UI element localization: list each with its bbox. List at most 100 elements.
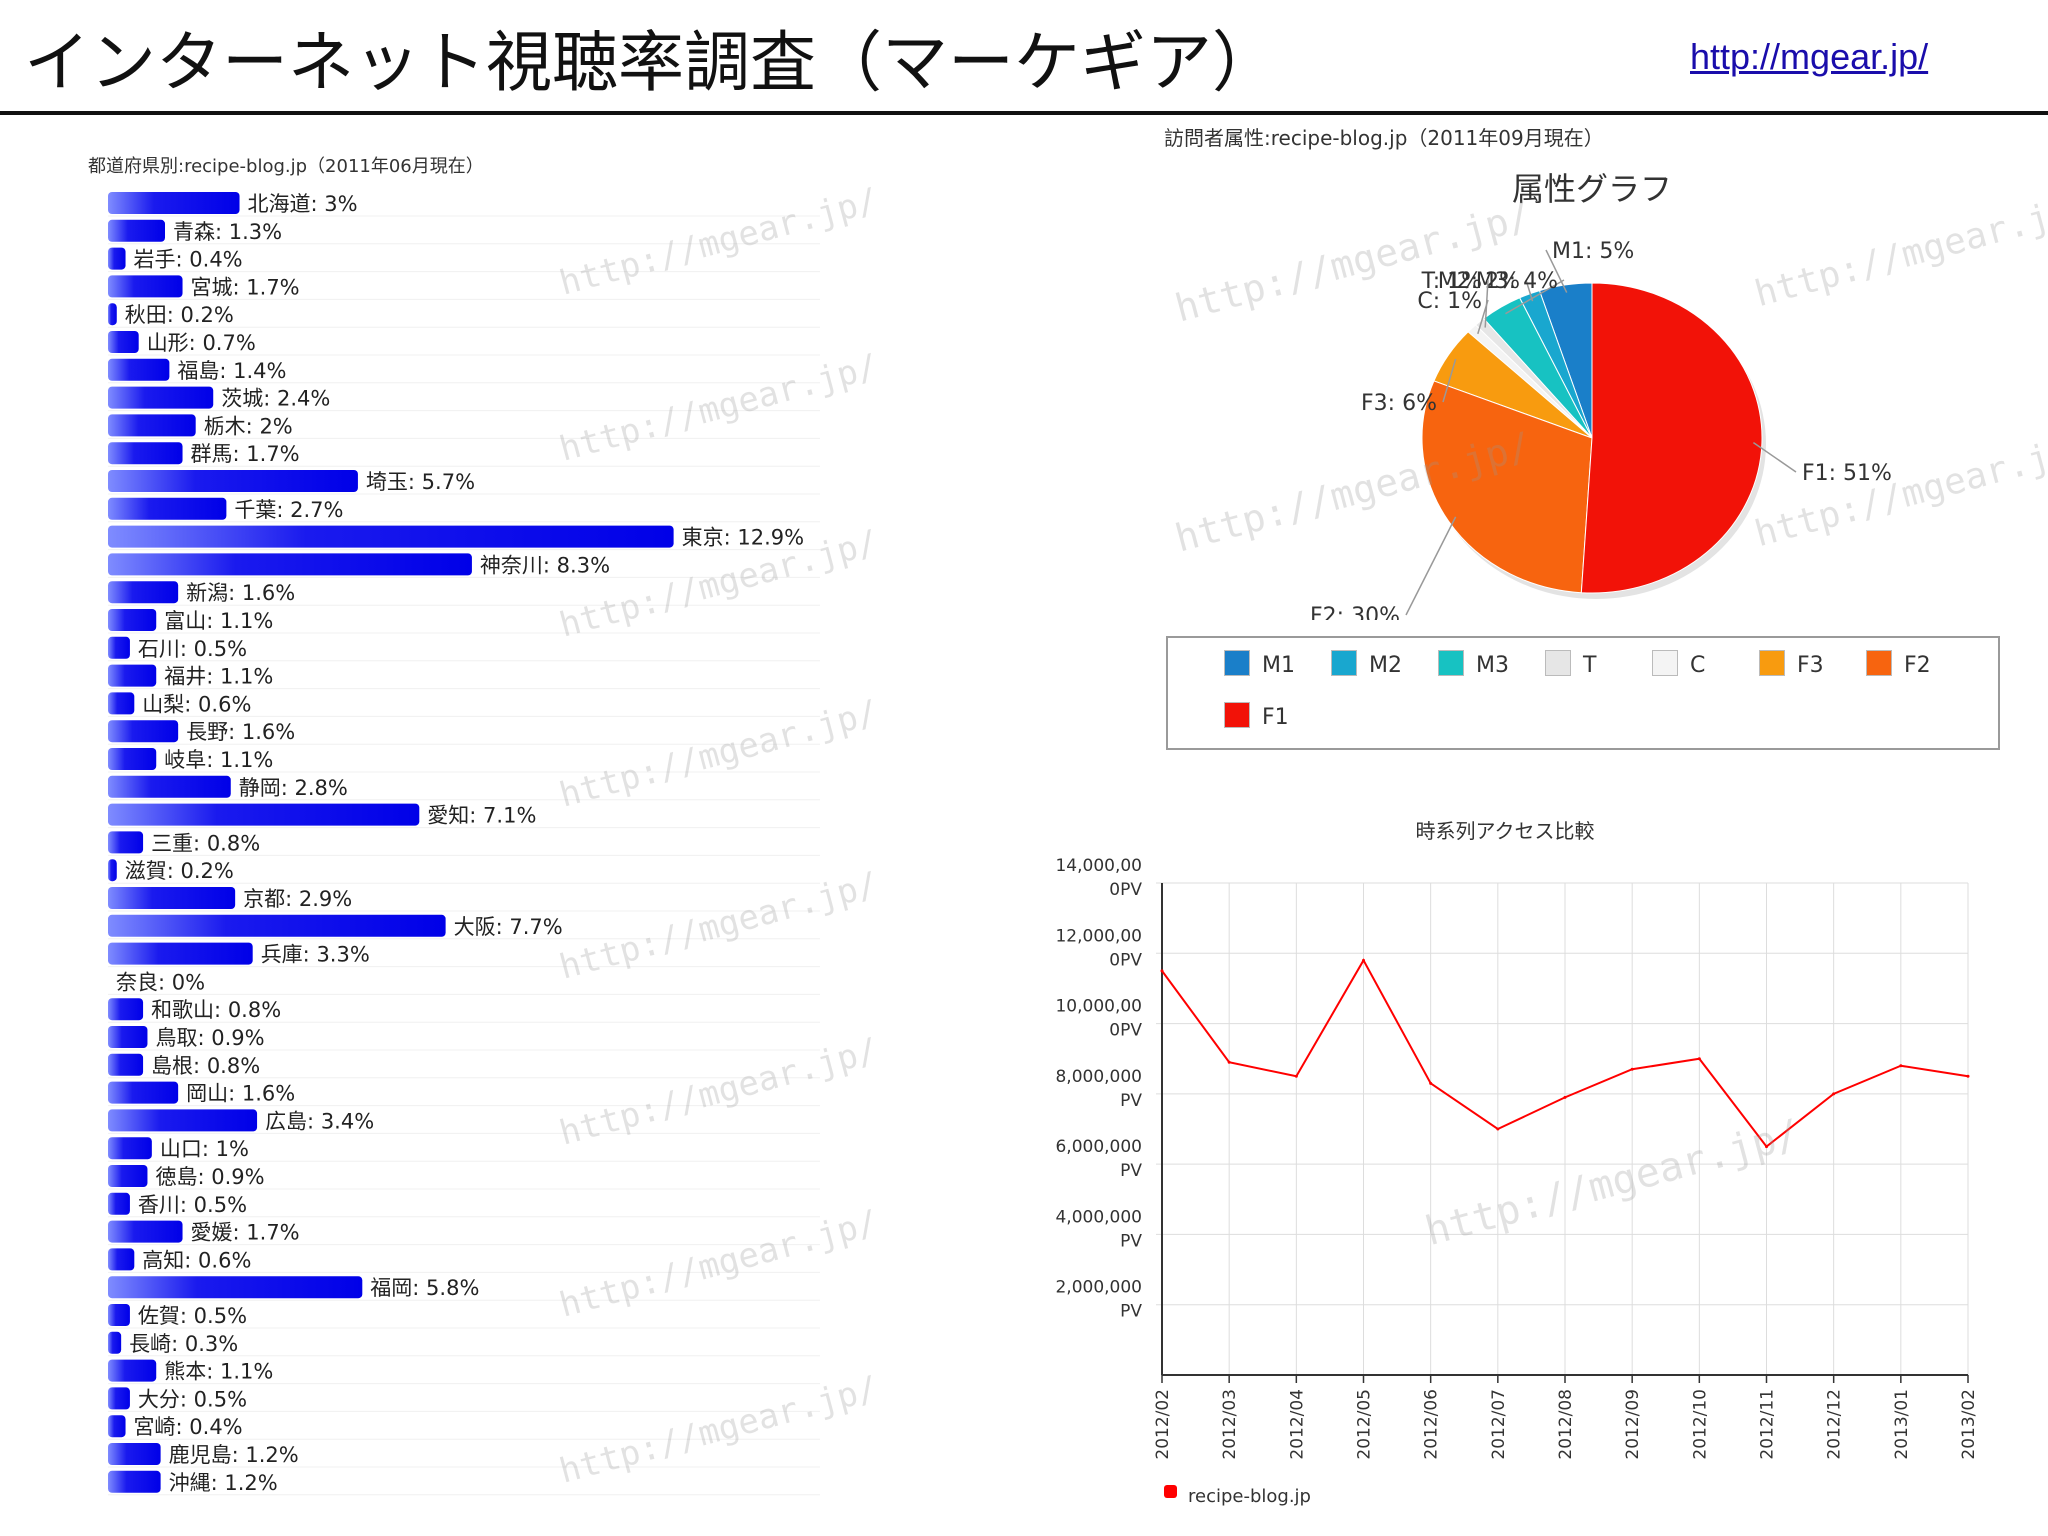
pie-leader-line [1505, 279, 1565, 315]
pref-bar [108, 914, 446, 937]
pref-bar [108, 1443, 161, 1465]
pref-bar [108, 1109, 258, 1132]
x-tick-label: 2013/01 [1892, 1389, 1912, 1460]
pref-bar [108, 720, 179, 743]
pie-legend: M1 M2 M3 T C F3 F2 F1 [1166, 636, 2000, 750]
pref-bar [108, 1081, 179, 1104]
x-tick-label: 2012/02 [1153, 1389, 1173, 1460]
pie-slice [1580, 282, 1763, 594]
pref-bar-label: 東京: 12.9% [682, 526, 804, 550]
series-point [1966, 1074, 1970, 1078]
prefecture-bar-chart: 北海道: 3% 青森: 1.3% 岩手: 0.4% 宮城: 1.7% 秋田: 0.2% 山… [108, 192, 820, 1496]
pref-bar [108, 1137, 152, 1160]
pie-slice-label: F1: 51% [1802, 461, 1892, 486]
pie-leader-line [1442, 358, 1457, 403]
pie-slice-label: F2: 30% [1310, 604, 1400, 620]
legend-swatch [1224, 650, 1250, 676]
pref-bar [108, 887, 236, 909]
pref-bar [108, 1470, 161, 1493]
pref-bar-label: 福岡: 5.8% [370, 1276, 479, 1300]
prefecture-chart-title: 都道府県別:recipe-blog.jp（2011年06月現在） [88, 156, 484, 177]
pref-bar-label: 静岡: 2.8% [239, 776, 348, 800]
pref-bar-label: 山形: 0.7% [147, 331, 256, 355]
legend-swatch [1224, 702, 1250, 728]
pref-bar-label: 兵庫: 3.3% [261, 943, 370, 967]
pref-bar [108, 581, 179, 604]
pref-bar [108, 219, 165, 242]
legend-label: T [1583, 653, 1597, 678]
legend-label: M3 [1476, 653, 1509, 678]
y-tick-label-unit: PV [1120, 1091, 1142, 1111]
pref-bar-label: 鹿児島: 1.2% [169, 1443, 299, 1467]
line-chart-title: 時系列アクセス比較 [1416, 819, 1595, 843]
pref-bar-label: 佐賀: 0.5% [138, 1304, 247, 1328]
pref-bar [108, 497, 227, 520]
series-point [1429, 1081, 1433, 1085]
pref-bar [108, 748, 157, 770]
pref-bar [108, 942, 253, 965]
x-tick-label: 2012/08 [1556, 1389, 1576, 1460]
pie-slice [1421, 380, 1593, 594]
pref-bar [108, 303, 117, 326]
y-tick-label: 10,000,00 [1055, 997, 1142, 1017]
pref-bar [108, 470, 358, 492]
y-tick-label-unit: 0PV [1109, 1021, 1142, 1041]
line-legend-label: recipe-blog.jp [1188, 1486, 1311, 1507]
pref-bar [108, 1415, 126, 1438]
pref-bar [108, 331, 139, 353]
slide-title: インターネット視聴率調査（マーケギア） [24, 24, 1278, 101]
x-tick-label: 2012/06 [1422, 1389, 1442, 1460]
pref-bar-label: 沖縄: 1.2% [169, 1471, 278, 1495]
pref-bar-label: 北海道: 3% [248, 192, 358, 216]
pref-bar-label: 福島: 1.4% [177, 359, 286, 383]
pref-bar [108, 998, 144, 1021]
pref-bar-label: 大分: 0.5% [138, 1387, 247, 1411]
timeseries-line-chart: 時系列アクセス比較 2,000,000 PV 4,000,000 PV 6,000,000… [1055, 819, 1979, 1507]
pie-leader-line [1752, 442, 1797, 473]
pref-bar-label: 島根: 0.8% [151, 1054, 260, 1078]
y-tick-label: 8,000,000 [1055, 1067, 1142, 1087]
series-point [1563, 1095, 1567, 1099]
pref-bar-label: 富山: 1.1% [164, 609, 273, 633]
pref-bar-label: 大阪: 7.7% [454, 915, 563, 939]
pie-slice-label: M1: 5% [1552, 239, 1634, 264]
x-tick-label: 2013/02 [1959, 1389, 1979, 1460]
pref-bar [108, 664, 157, 687]
series-point [1765, 1145, 1768, 1149]
legend-label: F1 [1262, 705, 1289, 730]
legend-item: M1 [1224, 650, 1295, 678]
x-tick-label: 2012/12 [1825, 1389, 1845, 1460]
series-point [1697, 1057, 1701, 1061]
pref-bar-label: 新潟: 1.6% [186, 581, 295, 605]
pie-slice-label: T: 1% [1421, 269, 1482, 294]
pref-bar [108, 1026, 148, 1048]
mgear-link[interactable]: http://mgear.jp/ [1690, 36, 1929, 77]
pref-bar-label: 山梨: 0.6% [142, 692, 251, 716]
pref-bar [108, 553, 472, 576]
pie-slice-label: F3: 6% [1361, 391, 1437, 416]
series-point [1294, 1074, 1298, 1078]
pref-bar-label: 埼玉: 5.7% [366, 470, 475, 494]
series-point [1227, 1060, 1231, 1064]
pref-bar-label: 岩手: 0.4% [134, 248, 243, 272]
pref-bar-label: 奈良: 0% [116, 970, 205, 994]
y-tick-label-unit: 0PV [1109, 950, 1142, 970]
pref-bar [108, 1192, 130, 1215]
pref-bar [108, 831, 144, 854]
pref-bar-label: 徳島: 0.9% [155, 1165, 264, 1189]
x-tick-label: 2012/07 [1489, 1389, 1509, 1460]
pref-bar-label: 広島: 3.4% [265, 1109, 374, 1133]
pref-bar-label: 山口: 1% [160, 1137, 249, 1161]
pref-bar [108, 358, 170, 381]
x-tick-label: 2012/03 [1220, 1389, 1240, 1460]
pref-bar-label: 秋田: 0.2% [125, 303, 234, 327]
line-legend-swatch [1164, 1485, 1177, 1498]
pref-bar [108, 803, 420, 826]
pie-leader-line [1525, 279, 1534, 302]
pref-bar-label: 愛知: 7.1% [427, 804, 536, 828]
y-tick-label-unit: PV [1120, 1231, 1142, 1251]
pref-bar [108, 1248, 135, 1271]
legend-swatch [1759, 650, 1785, 676]
legend-item: M3 [1438, 650, 1509, 678]
pref-bar [108, 192, 240, 214]
